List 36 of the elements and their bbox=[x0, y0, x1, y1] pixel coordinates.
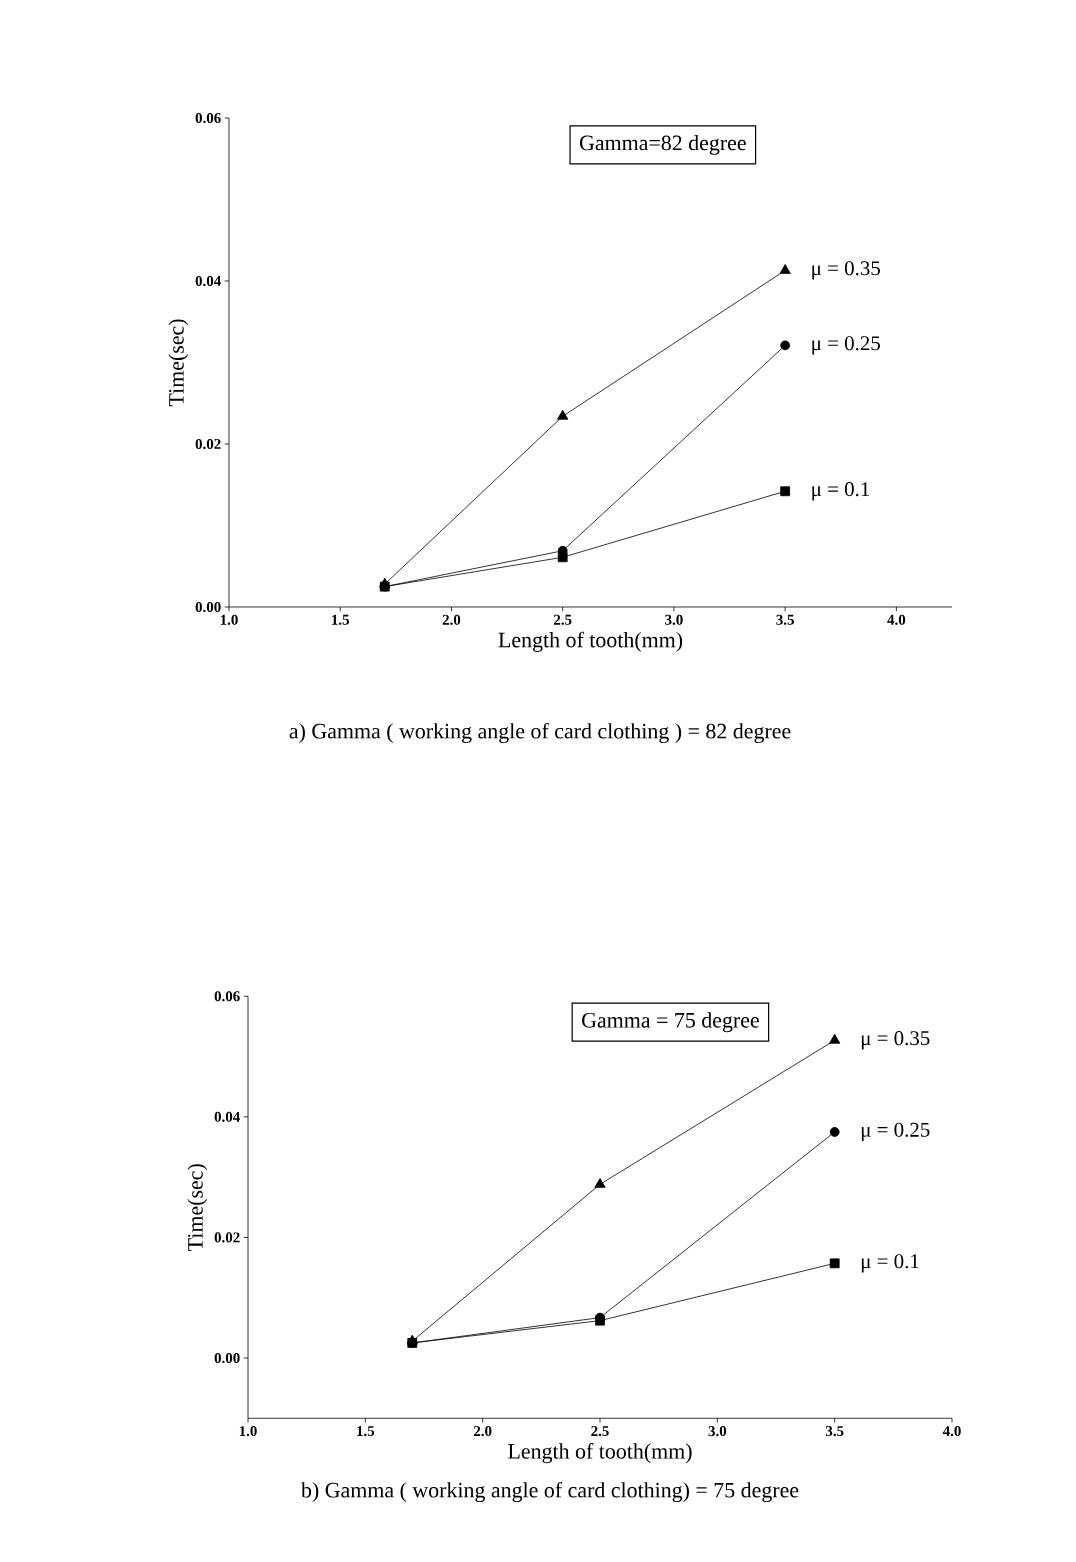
x-tick-label: 2.0 bbox=[473, 1426, 492, 1437]
series-label: μ = 0.25 bbox=[812, 336, 880, 355]
x-tick-label: 4.0 bbox=[942, 1426, 961, 1437]
text: a) Gamma ( working angle of card clothing ) = 82 degree bbox=[289, 722, 791, 744]
text: Gamma=82 degree bbox=[579, 134, 746, 155]
x-axis-title: Length of tooth(mm) bbox=[498, 631, 683, 652]
y-tick-label: 0.04 bbox=[195, 275, 221, 287]
text: b) Gamma ( working angle of card clothing) = 75 degree bbox=[300, 1481, 799, 1503]
series-label: μ = 0.1 bbox=[812, 482, 870, 501]
series-label: μ = 0.1 bbox=[861, 1254, 919, 1273]
x-tick-label: 1.0 bbox=[239, 1426, 257, 1437]
x-tick-label: 4.0 bbox=[887, 614, 906, 625]
x-tick-label: 3.5 bbox=[776, 614, 794, 625]
y-tick-label: 0.06 bbox=[214, 991, 240, 1002]
y-tick-label: 0.06 bbox=[195, 112, 221, 124]
y-tick-label: 0.00 bbox=[214, 1352, 240, 1364]
y-tick-label: 0.00 bbox=[195, 601, 221, 613]
x-tick-label: 1.5 bbox=[357, 1426, 375, 1437]
x-tick-label: 2.0 bbox=[442, 614, 461, 625]
x-axis-title: Length of tooth(mm) bbox=[508, 1443, 692, 1464]
x-tick-label: 3.5 bbox=[825, 1426, 844, 1437]
y-tick-label: 0.02 bbox=[195, 438, 221, 450]
y-tick-label: 0.02 bbox=[214, 1232, 240, 1243]
x-tick-label: 3.0 bbox=[708, 1426, 727, 1437]
series-label: μ = 0.25 bbox=[861, 1122, 930, 1142]
text: Gamma = 75 degree bbox=[582, 1012, 759, 1033]
x-tick-label: 1.0 bbox=[220, 614, 238, 625]
series-label: μ = 0.35 bbox=[812, 261, 880, 280]
x-tick-label: 3.0 bbox=[665, 614, 683, 625]
x-tick-label: 2.5 bbox=[553, 614, 572, 625]
y-axis-title: Time(sec) bbox=[187, 1164, 208, 1251]
y-tick-label: 0.04 bbox=[214, 1111, 240, 1122]
series-label: μ = 0.35 bbox=[861, 1031, 930, 1050]
x-tick-label: 1.5 bbox=[332, 614, 350, 625]
y-axis-title: Time(sec) bbox=[168, 319, 189, 407]
x-tick-label: 2.5 bbox=[591, 1426, 609, 1437]
